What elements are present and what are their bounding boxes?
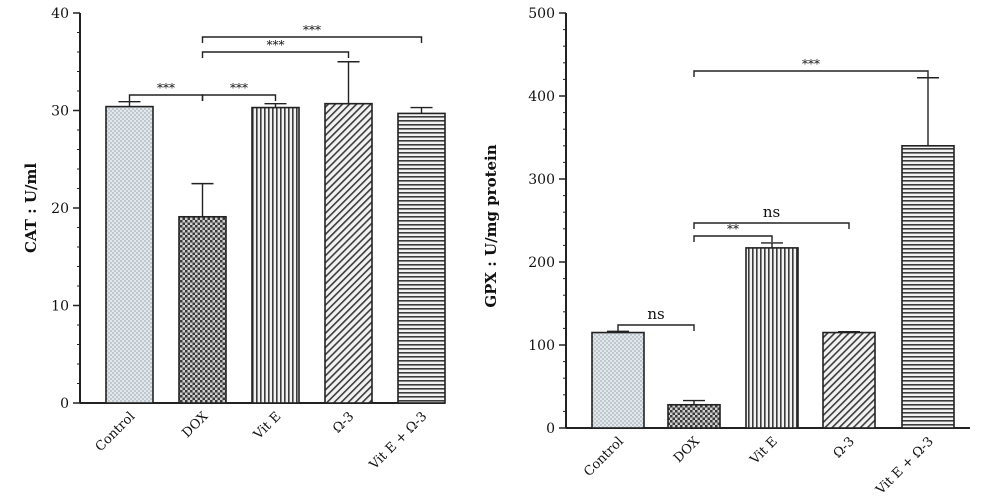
significance-label: *** xyxy=(230,81,248,95)
bar-control xyxy=(591,331,645,429)
significance-label: ** xyxy=(727,222,739,236)
y-tick-label: 400 xyxy=(528,89,555,105)
bar-vit-e xyxy=(745,247,799,429)
significance-bracket xyxy=(128,94,204,101)
y-axis-title: GPX : U/mg protein xyxy=(482,144,500,307)
significance-bracket xyxy=(617,324,695,331)
significance-label: ns xyxy=(763,203,780,221)
significance-label: *** xyxy=(303,23,321,37)
significance-bracket xyxy=(201,36,423,43)
bar-dox xyxy=(667,403,721,429)
bar--3 xyxy=(324,102,373,404)
bar-control xyxy=(105,105,154,404)
bar-vit-e-3 xyxy=(901,145,955,429)
bar-vit-e xyxy=(251,106,300,404)
y-axis-title: CAT : U/ml xyxy=(22,163,40,253)
significance-bracket xyxy=(693,235,773,242)
cat-chart: 0 10 20 30 40 CAT : U/ml Control DOX Vit E Ω-3 Vit… xyxy=(22,6,446,473)
y-tick-label: 100 xyxy=(528,338,555,354)
y-tick-label: 10 xyxy=(51,299,69,315)
significance-bracket xyxy=(693,70,929,77)
significance-bracket xyxy=(201,94,277,101)
y-tick-label: 30 xyxy=(51,104,69,120)
x-tick-label: Control xyxy=(581,434,627,480)
x-tick-label: Vit E + Ω-3 xyxy=(366,409,430,473)
significance-label: ns xyxy=(647,305,664,323)
y-tick-label: 20 xyxy=(51,201,69,217)
x-tick-label: Vit E xyxy=(250,409,284,443)
x-tick-label: DOX xyxy=(671,434,703,466)
x-tick-label: Vit E xyxy=(747,434,781,468)
y-tick-label: 500 xyxy=(528,6,555,22)
x-tick-label: Ω-3 xyxy=(330,409,357,436)
y-tick-label: 0 xyxy=(60,396,69,412)
x-tick-label: DOX xyxy=(179,409,211,441)
significance-label: *** xyxy=(157,81,175,95)
significance-label: *** xyxy=(802,57,820,71)
significance-label: *** xyxy=(267,38,285,52)
bar-vit-e-3 xyxy=(397,112,446,404)
significance-bracket xyxy=(693,222,850,229)
gpx-chart: 0 100 200 300 400 500 GPX : U/mg protein Contro… xyxy=(482,6,970,498)
bar-dox xyxy=(178,215,227,404)
bar--3 xyxy=(822,331,876,429)
y-tick-label: 40 xyxy=(51,6,69,22)
x-tick-label: Ω-3 xyxy=(831,434,858,461)
y-tick-label: 200 xyxy=(528,255,555,271)
y-tick-label: 0 xyxy=(546,421,555,437)
y-tick-label: 300 xyxy=(528,172,555,188)
x-tick-label: Vit E + Ω-3 xyxy=(873,434,937,498)
x-tick-label: Control xyxy=(93,409,139,455)
significance-bracket xyxy=(201,51,350,58)
